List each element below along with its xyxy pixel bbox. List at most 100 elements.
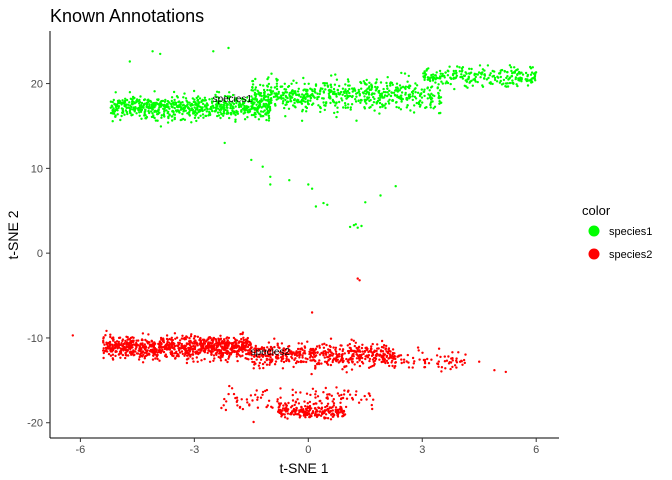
point-species2 xyxy=(349,356,352,360)
point-species2 xyxy=(200,346,203,349)
point-species1 xyxy=(329,101,332,105)
point-species2 xyxy=(336,413,339,417)
point-species1 xyxy=(359,98,363,102)
point-species2 xyxy=(217,337,220,340)
point-species1 xyxy=(318,105,322,109)
point-species1 xyxy=(259,83,262,87)
point-species1 xyxy=(366,90,369,94)
point-species1 xyxy=(222,105,225,109)
point-species2 xyxy=(192,337,196,340)
point-species2 xyxy=(111,349,115,352)
point-species1 xyxy=(173,116,176,120)
point-species1 xyxy=(460,73,463,76)
point-species2 xyxy=(324,413,328,416)
point-species2 xyxy=(215,346,218,350)
point-species2 xyxy=(193,342,196,345)
point-species2 xyxy=(405,360,408,363)
point-species2 xyxy=(256,398,259,401)
point-species2 xyxy=(455,359,458,362)
point-species2 xyxy=(295,351,298,354)
point-species1 xyxy=(290,82,293,86)
point-species2 xyxy=(175,344,179,347)
point-species1 xyxy=(387,102,391,105)
point-species2 xyxy=(451,357,454,360)
point-species1 xyxy=(423,88,426,91)
point-species1 xyxy=(262,84,265,87)
point-species1 xyxy=(519,76,522,79)
point-species1 xyxy=(250,158,253,162)
point-species1 xyxy=(255,103,258,107)
point-species1 xyxy=(504,85,507,88)
point-species2 xyxy=(478,360,481,363)
point-species1 xyxy=(354,98,357,101)
point-species2 xyxy=(307,412,311,415)
point-species1 xyxy=(192,89,196,93)
point-species2 xyxy=(208,343,211,346)
point-species1 xyxy=(251,85,254,89)
point-species1 xyxy=(354,100,358,103)
point-species1 xyxy=(200,99,203,103)
point-species2 xyxy=(345,371,348,374)
point-species1 xyxy=(197,95,200,98)
point-species2 xyxy=(314,347,317,350)
point-species2 xyxy=(324,386,327,390)
point-species2 xyxy=(277,410,280,413)
point-species1 xyxy=(348,91,351,95)
point-species2 xyxy=(436,362,440,366)
point-species1 xyxy=(311,92,314,96)
point-species2 xyxy=(287,348,291,352)
point-species2 xyxy=(282,404,285,407)
point-species2 xyxy=(335,356,338,359)
point-species2 xyxy=(285,355,288,358)
point-species2 xyxy=(108,340,112,344)
point-species1 xyxy=(269,183,272,186)
point-species2 xyxy=(287,352,290,356)
point-species1 xyxy=(379,81,383,84)
point-species2 xyxy=(246,336,249,340)
point-species2 xyxy=(348,393,352,396)
point-species2 xyxy=(279,408,282,412)
point-species2 xyxy=(283,413,286,416)
point-species2 xyxy=(402,361,406,364)
point-species1 xyxy=(277,92,280,95)
point-species1 xyxy=(312,95,315,98)
point-species1 xyxy=(201,102,205,106)
point-species1 xyxy=(236,112,240,116)
point-species2 xyxy=(351,398,355,401)
point-species2 xyxy=(323,416,326,419)
point-species2 xyxy=(365,398,368,401)
point-species2 xyxy=(318,399,321,403)
point-species1 xyxy=(245,105,248,108)
point-species1 xyxy=(290,89,294,93)
point-species2 xyxy=(380,360,383,364)
point-species1 xyxy=(463,84,466,88)
point-species1 xyxy=(347,80,350,83)
point-species2 xyxy=(332,398,335,401)
point-species1 xyxy=(470,67,473,71)
point-species2 xyxy=(208,360,212,363)
point-species2 xyxy=(355,357,359,360)
point-species1 xyxy=(429,102,432,106)
point-species2 xyxy=(147,352,150,355)
point-species1 xyxy=(407,74,410,78)
point-species1 xyxy=(345,92,348,95)
point-species2 xyxy=(303,352,307,355)
point-species1 xyxy=(145,115,149,119)
point-species2 xyxy=(131,343,134,347)
point-species1 xyxy=(486,64,490,67)
point-species2 xyxy=(141,361,145,364)
point-species1 xyxy=(219,111,222,114)
point-species1 xyxy=(300,98,304,102)
point-species2 xyxy=(124,351,128,354)
point-species2 xyxy=(243,347,246,350)
y-axis-title: t-SNE 2 xyxy=(5,210,21,259)
point-species1 xyxy=(351,94,354,98)
point-species1 xyxy=(374,85,377,89)
point-species2 xyxy=(349,347,352,350)
point-species2 xyxy=(172,343,175,346)
point-species1 xyxy=(394,86,398,89)
point-species1 xyxy=(130,100,134,104)
point-species2 xyxy=(294,400,298,403)
point-species2 xyxy=(204,348,207,352)
point-species2 xyxy=(300,342,303,345)
